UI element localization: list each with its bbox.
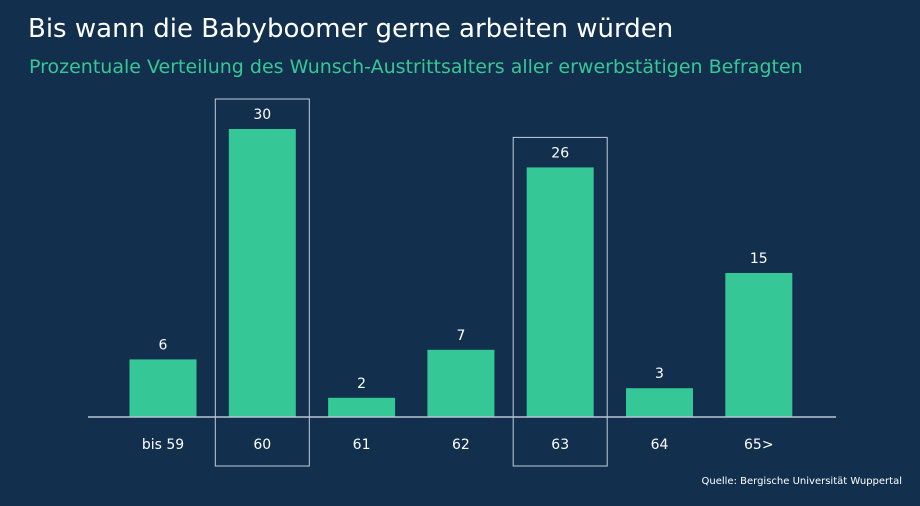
value-label: 30 <box>253 107 271 123</box>
value-label: 2 <box>357 376 366 392</box>
value-labels: 6 30 2 7 26 3 15 <box>159 107 768 392</box>
value-label: 15 <box>750 251 768 267</box>
x-tick-labels: bis 59 60 61 62 63 64 65> <box>142 437 774 453</box>
chart-title: Bis wann die Babyboomer gerne arbeiten w… <box>28 14 674 44</box>
x-tick-label: bis 59 <box>142 437 184 453</box>
x-tick-label: 60 <box>253 437 271 453</box>
x-tick-label: 64 <box>651 437 669 453</box>
bar-65- <box>725 273 793 417</box>
value-label: 26 <box>551 145 569 161</box>
x-tick-label: 63 <box>551 437 569 453</box>
bars-group <box>129 129 793 417</box>
source-note: Quelle: Bergische Universität Wuppertal <box>701 476 902 487</box>
x-tick-label: 61 <box>353 437 371 453</box>
bar-63 <box>526 167 594 417</box>
value-label: 6 <box>159 337 168 353</box>
x-tick-label: 65> <box>744 437 774 453</box>
highlight-boxes <box>214 98 608 467</box>
bar-62 <box>427 349 495 417</box>
bar-bis-59 <box>129 359 197 417</box>
bar-60 <box>228 129 296 417</box>
bar-61 <box>328 397 396 417</box>
highlight-box <box>214 98 310 467</box>
x-tick-label: 62 <box>452 437 470 453</box>
value-label: 7 <box>456 328 465 344</box>
value-label: 3 <box>655 366 664 382</box>
chart-subtitle: Prozentuale Verteilung des Wunsch-Austri… <box>29 56 803 78</box>
bar-64 <box>626 388 693 417</box>
highlight-box <box>512 136 608 467</box>
